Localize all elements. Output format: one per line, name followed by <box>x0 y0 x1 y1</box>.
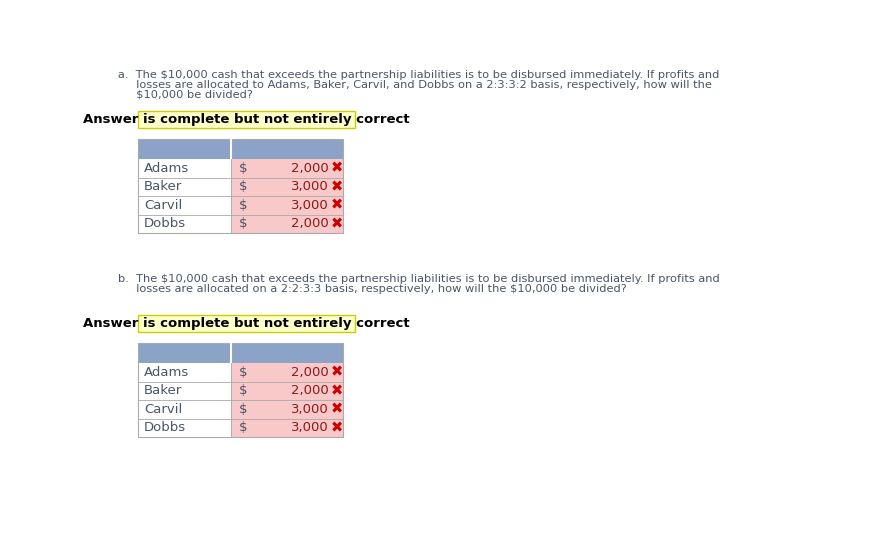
Text: Baker: Baker <box>144 180 182 194</box>
Bar <box>138 139 231 159</box>
Text: 3,000: 3,000 <box>291 199 329 212</box>
Text: ✖: ✖ <box>331 420 343 436</box>
Bar <box>231 343 343 363</box>
Text: $: $ <box>238 384 247 398</box>
Bar <box>138 112 355 128</box>
Bar <box>138 363 231 382</box>
Bar <box>231 196 343 214</box>
Text: $: $ <box>238 366 247 379</box>
Text: losses are allocated on a 2:2:3:3 basis, respectively, how will the $10,000 be d: losses are allocated on a 2:2:3:3 basis,… <box>119 284 627 294</box>
Text: ✖: ✖ <box>331 198 343 213</box>
Bar <box>231 178 343 196</box>
Bar <box>231 363 343 382</box>
Bar <box>138 139 343 233</box>
Text: Adams: Adams <box>144 366 189 379</box>
Text: 3,000: 3,000 <box>291 180 329 194</box>
Bar <box>138 159 231 178</box>
Text: ✖: ✖ <box>331 179 343 194</box>
Bar <box>138 178 231 196</box>
Text: $: $ <box>238 162 247 175</box>
Bar <box>231 382 343 400</box>
Text: Dobbs: Dobbs <box>144 421 186 434</box>
Text: Baker: Baker <box>144 384 182 398</box>
Text: Carvil: Carvil <box>144 199 182 212</box>
Bar <box>138 382 231 400</box>
Text: a.  The $10,000 cash that exceeds the partnership liabilities is to be disbursed: a. The $10,000 cash that exceeds the par… <box>119 70 720 80</box>
Text: $10,000 be divided?: $10,000 be divided? <box>119 90 253 100</box>
Bar <box>138 400 231 419</box>
Bar <box>138 316 355 332</box>
Text: Adams: Adams <box>144 162 189 175</box>
Text: Answer is complete but not entirely correct: Answer is complete but not entirely corr… <box>83 317 410 331</box>
Bar <box>138 343 231 363</box>
Bar <box>138 419 231 437</box>
Bar <box>231 159 343 178</box>
Text: 2,000: 2,000 <box>291 217 329 230</box>
Text: $: $ <box>238 403 247 416</box>
Text: Carvil: Carvil <box>144 403 182 416</box>
Text: 2,000: 2,000 <box>291 162 329 175</box>
Text: Dobbs: Dobbs <box>144 217 186 230</box>
Text: ✖: ✖ <box>331 383 343 398</box>
Bar <box>231 400 343 419</box>
Text: 2,000: 2,000 <box>291 366 329 379</box>
Bar <box>138 343 343 437</box>
Bar <box>231 139 343 159</box>
Text: b.  The $10,000 cash that exceeds the partnership liabilities is to be disbursed: b. The $10,000 cash that exceeds the par… <box>119 274 720 284</box>
Text: $: $ <box>238 421 247 434</box>
Text: ✖: ✖ <box>331 216 343 232</box>
Text: Answer is complete but not entirely correct: Answer is complete but not entirely corr… <box>83 113 410 127</box>
Text: 2,000: 2,000 <box>291 384 329 398</box>
Bar <box>138 214 231 233</box>
Text: 3,000: 3,000 <box>291 403 329 416</box>
Bar <box>231 419 343 437</box>
Text: losses are allocated to Adams, Baker, Carvil, and Dobbs on a 2:3:3:2 basis, resp: losses are allocated to Adams, Baker, Ca… <box>119 80 712 90</box>
Text: ✖: ✖ <box>331 402 343 417</box>
Text: ✖: ✖ <box>331 365 343 380</box>
Text: 3,000: 3,000 <box>291 421 329 434</box>
Text: ✖: ✖ <box>331 161 343 176</box>
Bar <box>138 196 231 214</box>
Text: $: $ <box>238 217 247 230</box>
Bar <box>231 214 343 233</box>
Text: $: $ <box>238 199 247 212</box>
Text: $: $ <box>238 180 247 194</box>
